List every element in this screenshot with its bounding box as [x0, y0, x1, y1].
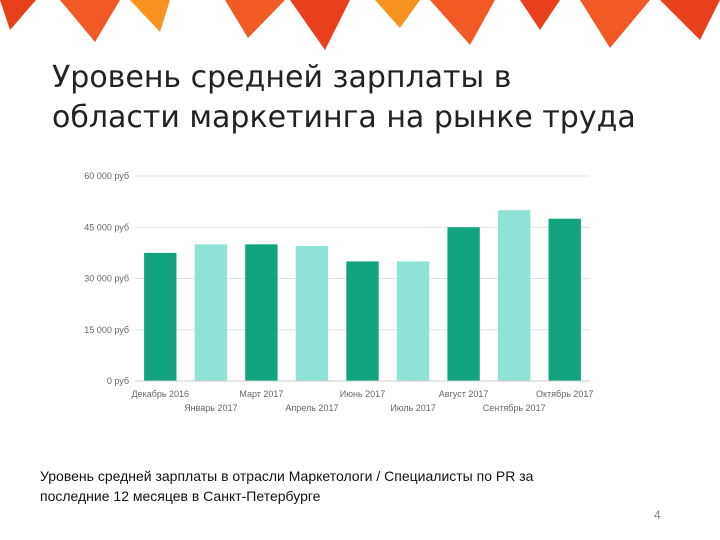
decor-triangle: [520, 0, 560, 30]
salary-bar-chart: 0 руб 15 000 руб 30 000 руб 45 000 руб 60 00…: [84, 171, 593, 413]
decor-triangle: [0, 0, 36, 30]
slide-title-line-1: Уровень средней зарплаты в: [52, 60, 512, 95]
slide-title: Уровень средней зарплаты в области марке…: [52, 58, 692, 138]
bar: [245, 244, 278, 381]
bar: [396, 261, 430, 381]
decor-triangle: [430, 0, 495, 45]
x-tick-label: Декабрь 2016: [131, 389, 189, 399]
decor-triangle: [225, 0, 285, 38]
x-tick-label: Июль 2017: [390, 403, 435, 413]
page-number: 4: [654, 508, 661, 522]
decor-triangle: [60, 0, 120, 42]
bar: [144, 252, 177, 381]
slide-title-line-2: области маркетинга на рынке труда: [52, 100, 636, 135]
bar: [447, 227, 480, 381]
bar: [295, 246, 329, 381]
x-tick-label: Январь 2017: [184, 403, 237, 413]
y-tick-label: 45 000 руб: [84, 222, 129, 232]
decor-triangle: [375, 0, 420, 28]
bar: [497, 210, 531, 381]
bar: [346, 261, 379, 381]
y-tick-label: 30 000 руб: [84, 274, 129, 284]
decorative-triangles: [0, 0, 720, 50]
bar: [548, 218, 581, 381]
caption-line-2: последние 12 месяцев в Санкт-Петербурге: [40, 488, 321, 504]
x-tick-label: Август 2017: [439, 389, 489, 399]
decor-triangle: [290, 0, 350, 50]
y-tick-label: 60 000 руб: [84, 171, 129, 181]
decor-triangle: [660, 0, 720, 40]
decor-triangle: [130, 0, 170, 32]
x-tick-label: Сентябрь 2017: [483, 403, 546, 413]
y-tick-label: 0 руб: [107, 376, 129, 386]
x-tick-label: Апрель 2017: [285, 403, 338, 413]
chart-caption: Уровень средней зарплаты в отрасли Марке…: [40, 466, 680, 506]
y-tick-label: 15 000 руб: [84, 325, 129, 335]
bar: [194, 244, 228, 381]
x-tick-label: Октябрь 2017: [536, 389, 593, 399]
x-tick-label: Март 2017: [239, 389, 283, 399]
x-tick-label: Июнь 2017: [340, 389, 385, 399]
decor-triangle: [580, 0, 650, 48]
caption-line-1: Уровень средней зарплаты в отрасли Марке…: [40, 468, 534, 484]
